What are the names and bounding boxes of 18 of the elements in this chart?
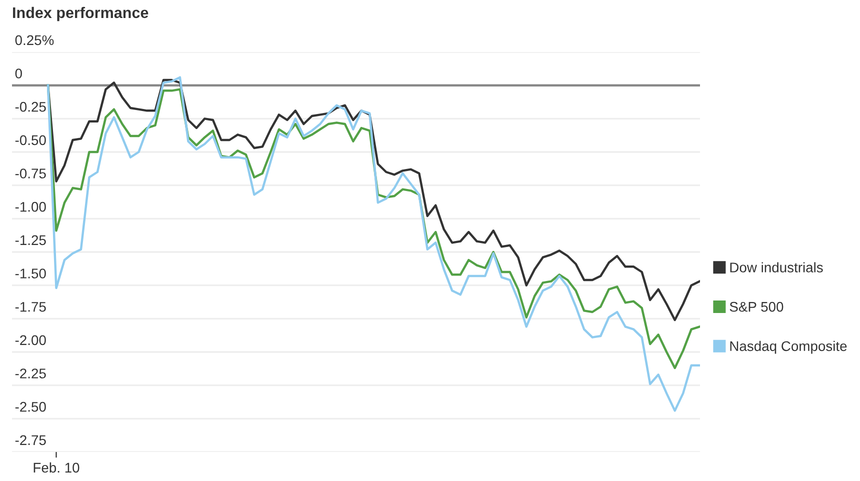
- y-tick-label: -2.00: [15, 335, 46, 346]
- x-tick-label: Feb. 10: [34, 462, 80, 473]
- chart-title: Index performance: [13, 6, 148, 22]
- y-tick-label: -1.00: [15, 202, 46, 212]
- legend-label: S&P 500: [730, 302, 784, 312]
- y-tick-label: -2.25: [15, 368, 46, 378]
- y-tick-label: -1.25: [15, 235, 46, 246]
- y-tick-label: -2.50: [15, 402, 46, 412]
- y-tick-label: -1.75: [15, 302, 46, 312]
- y-tick-label: -1.50: [15, 268, 46, 278]
- legend-label: Nasdaq Composite: [730, 340, 847, 354]
- y-tick-label: 0: [15, 68, 22, 78]
- legend-label: Dow industrials: [730, 262, 823, 272]
- y-tick-label: -0.50: [15, 135, 46, 146]
- y-tick-label: 0.25%: [15, 35, 54, 46]
- y-tick-label: -0.25: [15, 102, 46, 112]
- y-tick-label: -2.75: [15, 435, 46, 446]
- y-tick-label: -0.75: [15, 168, 46, 178]
